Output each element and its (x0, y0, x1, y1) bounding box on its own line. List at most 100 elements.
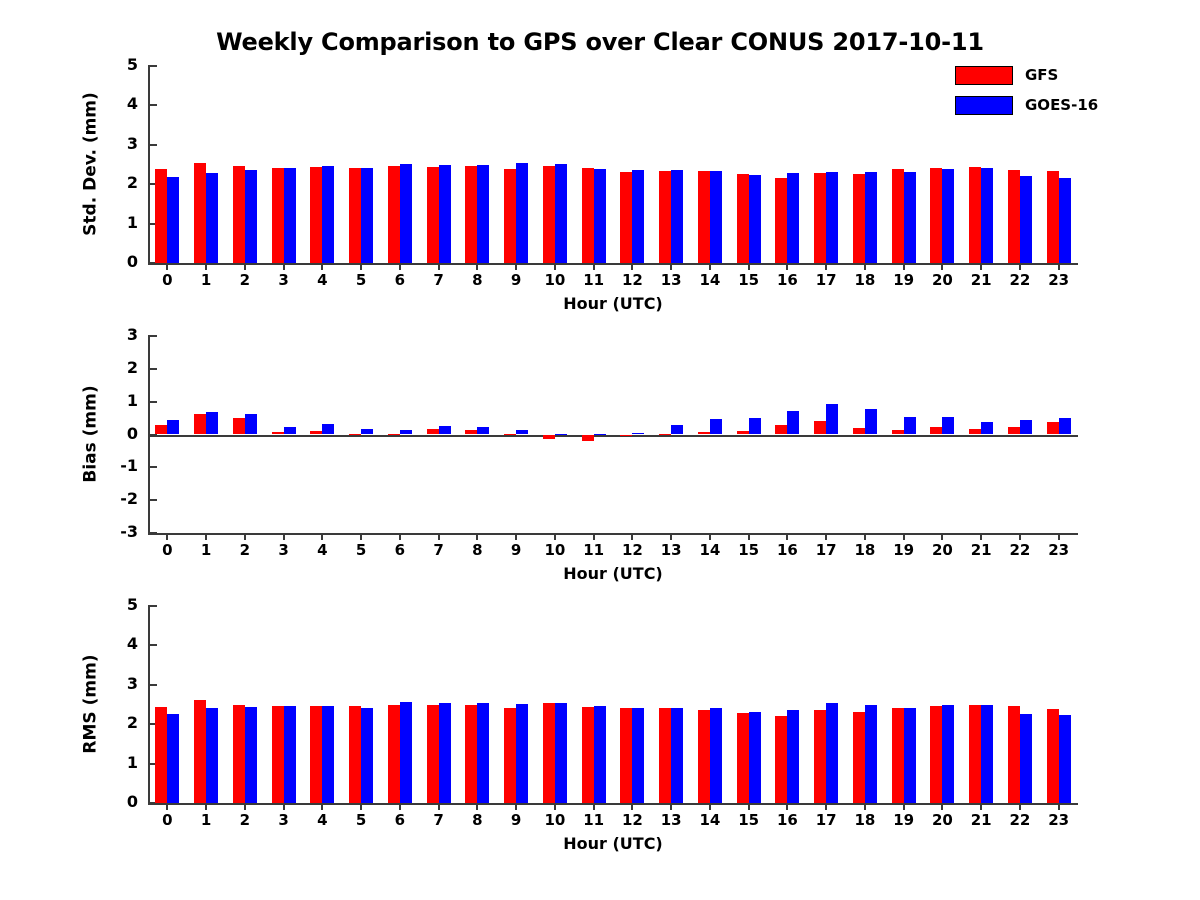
x-axis-tick-label: 1 (200, 541, 212, 559)
bar-gfs-hour-20 (930, 427, 943, 435)
x-axis-tick-label: 3 (278, 271, 289, 289)
bar-gfs-hour-21 (969, 705, 982, 803)
x-axis-tick (321, 803, 324, 810)
y-axis-tick (148, 262, 157, 264)
bar-goes-16-hour-21 (981, 705, 994, 803)
x-axis-tick-label: 8 (472, 811, 483, 829)
bar-goes-16-hour-16 (787, 173, 800, 263)
y-axis-tick (148, 605, 157, 607)
bar-goes-16-hour-2 (244, 413, 257, 435)
x-axis-tick-label: 11 (583, 271, 605, 289)
legend-label-goes16: GOES-16 (1025, 96, 1099, 114)
bar-gfs-hour-13 (659, 708, 672, 803)
bar-gfs-hour-2 (232, 418, 245, 435)
bar-goes-16-hour-12 (632, 169, 645, 263)
bar-goes-16-hour-14 (709, 418, 722, 435)
bar-gfs-hour-12 (620, 434, 633, 436)
bar-goes-16-hour-11 (593, 705, 606, 803)
y-axis-tick (148, 723, 157, 726)
x-axis-tick (360, 533, 363, 540)
bar-gfs-hour-20 (930, 706, 943, 803)
y-axis-tick (148, 802, 157, 804)
y-axis-tick-label: 3 (126, 325, 138, 344)
x-axis-tick (282, 263, 285, 270)
bar-goes-16-hour-18 (864, 171, 877, 263)
x-axis-tick (321, 533, 324, 540)
bar-goes-16-hour-12 (632, 708, 645, 803)
y-axis-tick-label: 2 (126, 357, 138, 377)
x-axis-tick-label: 10 (544, 271, 566, 289)
y-axis-tick-label: 0 (126, 423, 138, 443)
bar-goes-16-hour-20 (942, 168, 955, 263)
bar-gfs-hour-3 (271, 431, 284, 435)
bar-goes-16-hour-8 (477, 703, 490, 803)
x-axis-tick-label: 14 (699, 811, 721, 829)
bar-gfs-hour-2 (232, 704, 245, 803)
bar-goes-16-hour-3 (283, 706, 296, 803)
bar-gfs-hour-9 (504, 434, 517, 436)
bar-gfs-hour-8 (465, 704, 478, 803)
bar-gfs-hour-22 (1007, 706, 1020, 803)
x-axis-tick-label: 18 (854, 271, 876, 289)
y-axis-tick-label: 1 (126, 212, 138, 232)
x-axis-tick-label: 15 (738, 811, 760, 829)
y-axis-tick (148, 143, 157, 146)
x-axis-tick (398, 803, 401, 810)
bar-goes-16-hour-23 (1058, 714, 1071, 803)
y-axis-tick (148, 762, 157, 765)
x-axis-tick-label: 13 (660, 541, 682, 559)
bar-gfs-hour-5 (349, 433, 362, 435)
legend-entry-goes16: GOES-16 (955, 90, 1185, 120)
bar-goes-16-hour-18 (864, 409, 877, 435)
bar-gfs-hour-11 (581, 434, 594, 441)
y-axis-tick (148, 400, 157, 403)
x-axis-tick-label: 21 (970, 811, 992, 829)
page-title: Weekly Comparison to GPS over Clear CONU… (216, 28, 984, 56)
bar-goes-16-hour-20 (942, 704, 955, 803)
bar-goes-16-hour-6 (399, 702, 412, 803)
x-axis-tick (747, 533, 750, 540)
x-axis-tick-label: 19 (893, 811, 915, 829)
bar-goes-16-hour-16 (787, 410, 800, 435)
x-axis-tick-label: 22 (1009, 541, 1031, 559)
x-axis-tick (902, 263, 905, 270)
y-axis-tick-label: 0 (126, 792, 138, 811)
x-axis-tick (980, 263, 983, 270)
bar-goes-16-hour-3 (283, 168, 296, 263)
bar-goes-16-hour-22 (1019, 713, 1032, 803)
bar-goes-16-hour-7 (438, 164, 451, 263)
x-axis-label: Hour (UTC) (563, 564, 663, 583)
bar-goes-16-hour-2 (244, 706, 257, 803)
x-axis-tick (360, 263, 363, 270)
bar-goes-16-hour-5 (361, 707, 374, 803)
x-axis-tick (476, 263, 479, 270)
x-axis-tick (747, 803, 750, 810)
x-axis-tick (1057, 533, 1060, 540)
x-axis-tick-label: 21 (970, 271, 992, 289)
bar-gfs-hour-19 (891, 430, 904, 435)
x-axis-tick-label: 15 (738, 541, 760, 559)
y-axis-spine (148, 606, 150, 803)
y-axis-tick (148, 183, 157, 186)
x-axis-label: Hour (UTC) (563, 294, 663, 313)
bar-goes-16-hour-19 (903, 708, 916, 803)
y-axis-tick-label: 0 (126, 252, 138, 271)
x-axis-tick (205, 803, 208, 810)
bar-gfs-hour-4 (310, 430, 323, 435)
bar-goes-16-hour-14 (709, 170, 722, 263)
x-axis-tick-label: 6 (394, 541, 406, 559)
x-axis-tick-label: 10 (544, 811, 566, 829)
x-axis-tick (1057, 263, 1060, 270)
bar-goes-16-hour-5 (361, 168, 374, 263)
x-axis-tick (786, 263, 789, 270)
x-axis-tick-label: 0 (162, 811, 173, 829)
bar-gfs-hour-6 (387, 705, 400, 803)
bar-goes-16-hour-23 (1058, 418, 1071, 435)
bar-goes-16-hour-9 (516, 704, 529, 803)
bar-goes-16-hour-5 (361, 429, 374, 435)
bar-goes-16-hour-16 (787, 709, 800, 803)
y-axis-spine (148, 66, 150, 263)
y-axis-tick (148, 222, 157, 225)
x-axis-tick-label: 12 (621, 541, 643, 559)
